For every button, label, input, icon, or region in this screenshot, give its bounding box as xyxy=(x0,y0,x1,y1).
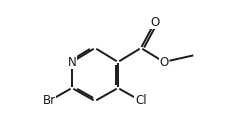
Text: N: N xyxy=(67,55,76,68)
Text: O: O xyxy=(150,15,159,29)
Text: O: O xyxy=(159,55,168,68)
Text: Br: Br xyxy=(42,95,55,108)
Text: Cl: Cl xyxy=(135,95,146,108)
